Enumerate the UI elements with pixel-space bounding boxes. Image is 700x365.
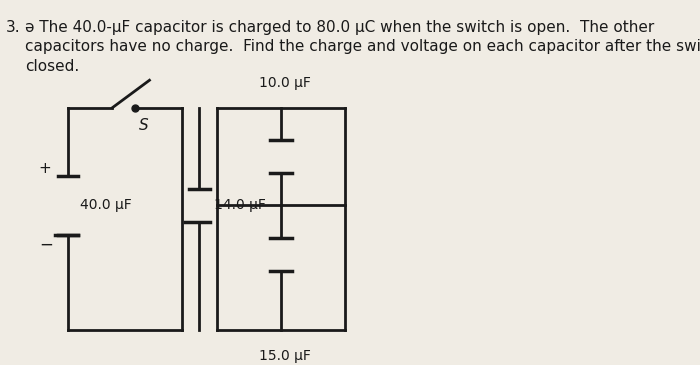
Text: S: S: [139, 118, 148, 133]
Text: ə The 40.0-μF capacitor is charged to 80.0 μC when the switch is open.  The othe: ə The 40.0-μF capacitor is charged to 80…: [25, 20, 700, 74]
Text: +: +: [38, 161, 51, 176]
Text: −: −: [39, 236, 53, 254]
Text: 10.0 μF: 10.0 μF: [259, 76, 311, 90]
Text: 40.0 μF: 40.0 μF: [80, 199, 132, 212]
Text: 3.: 3.: [6, 20, 20, 35]
Text: 14.0 μF: 14.0 μF: [214, 199, 265, 212]
Text: 15.0 μF: 15.0 μF: [259, 349, 311, 363]
